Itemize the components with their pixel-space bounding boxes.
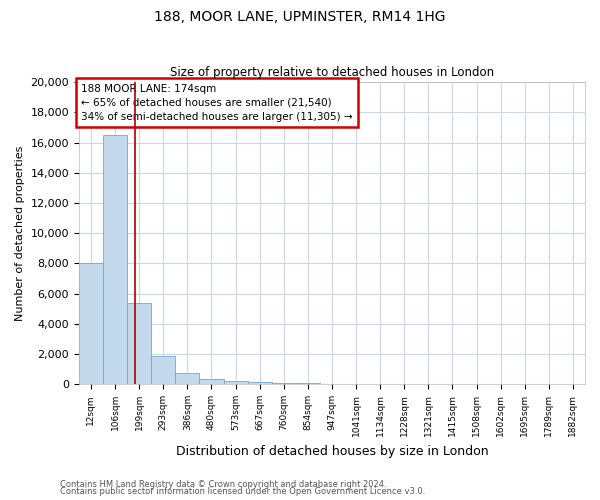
Bar — [272, 382, 296, 384]
Text: Contains public sector information licensed under the Open Government Licence v3: Contains public sector information licen… — [60, 488, 425, 496]
Bar — [127, 302, 151, 384]
Title: Size of property relative to detached houses in London: Size of property relative to detached ho… — [170, 66, 494, 80]
Text: Contains HM Land Registry data © Crown copyright and database right 2024.: Contains HM Land Registry data © Crown c… — [60, 480, 386, 489]
Bar — [199, 379, 224, 384]
Bar — [151, 356, 175, 384]
Bar — [296, 383, 320, 384]
Bar — [103, 135, 127, 384]
Bar — [248, 382, 272, 384]
Text: 188 MOOR LANE: 174sqm
← 65% of detached houses are smaller (21,540)
34% of semi-: 188 MOOR LANE: 174sqm ← 65% of detached … — [82, 84, 353, 122]
X-axis label: Distribution of detached houses by size in London: Distribution of detached houses by size … — [176, 444, 488, 458]
Bar — [224, 381, 248, 384]
Y-axis label: Number of detached properties: Number of detached properties — [15, 146, 25, 321]
Text: 188, MOOR LANE, UPMINSTER, RM14 1HG: 188, MOOR LANE, UPMINSTER, RM14 1HG — [154, 10, 446, 24]
Bar — [79, 262, 103, 384]
Bar — [175, 373, 199, 384]
